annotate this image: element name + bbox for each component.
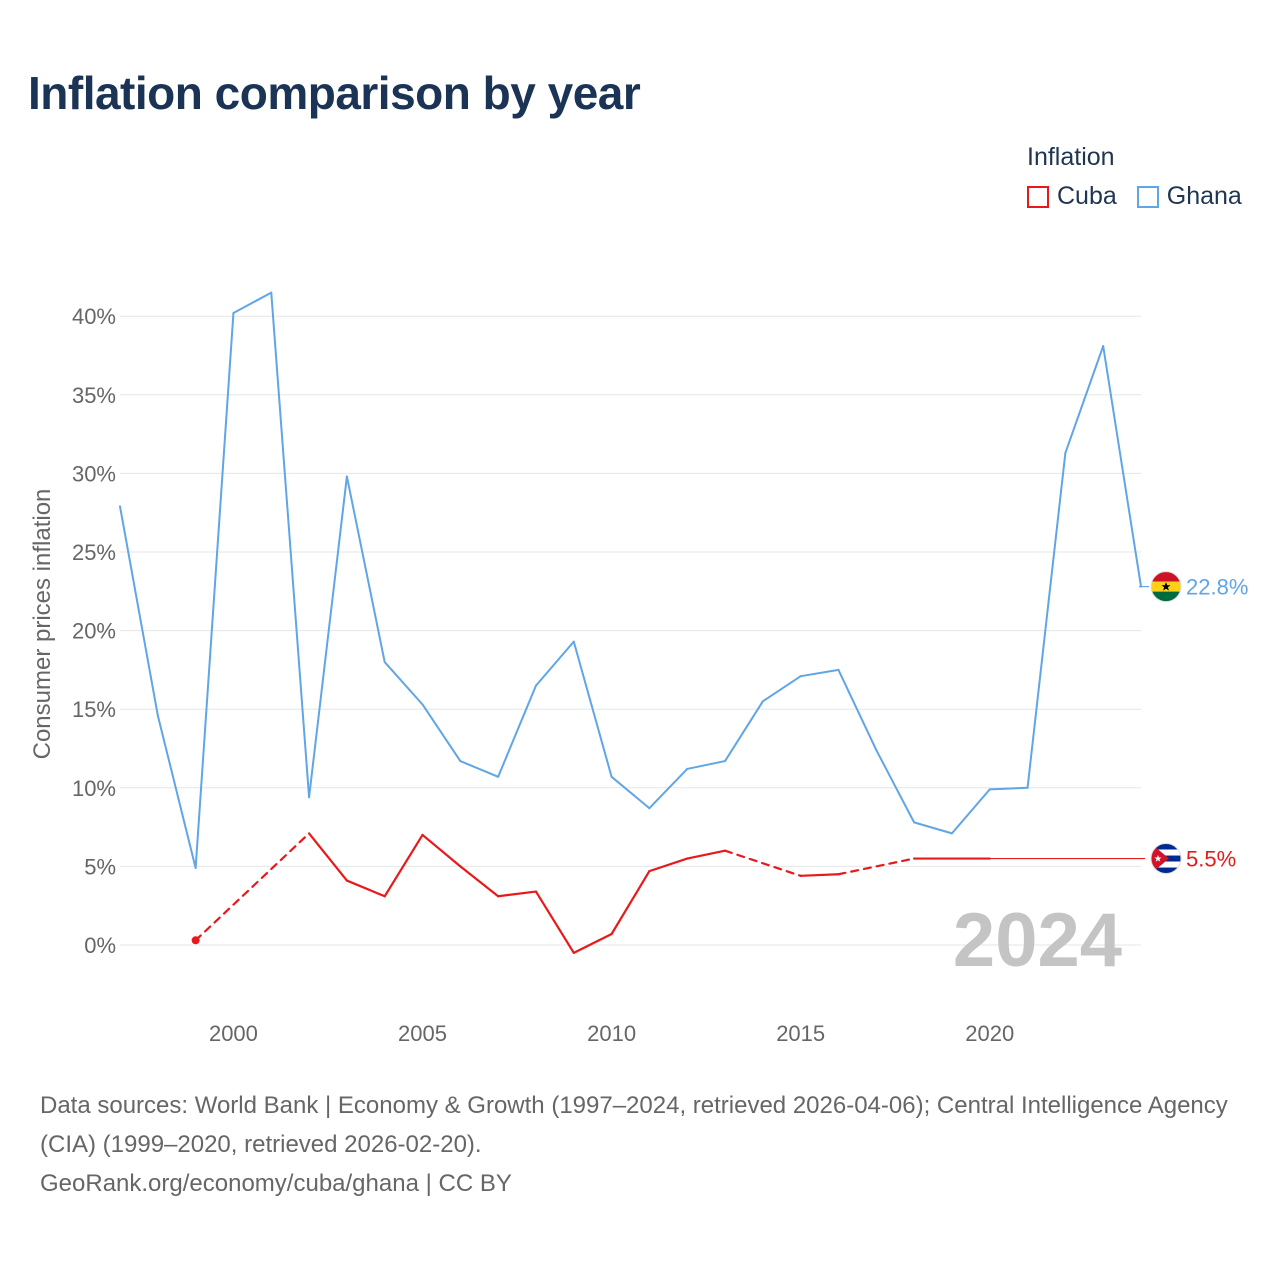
series-ghana-segment — [648, 767, 689, 810]
series-ghana-segment — [534, 640, 575, 687]
series-ghana-segment — [345, 475, 386, 664]
series-cuba-segment — [648, 857, 689, 873]
series-cuba-segment — [723, 849, 802, 877]
series-ghana-segment — [988, 786, 1029, 791]
cuba-flag-icon — [1150, 843, 1182, 875]
series-ghana-segment — [837, 668, 878, 752]
grid-lines — [120, 315, 1141, 946]
series-ghana-segment — [308, 475, 348, 799]
series-ghana-segment — [761, 675, 802, 703]
series-ghana-segment — [270, 291, 311, 799]
series-cuba-segment — [534, 890, 575, 954]
y-tick-label: 40% — [72, 304, 116, 329]
series-ghana-segment — [572, 640, 613, 778]
series-cuba-segment — [686, 849, 727, 860]
series-ghana-segment — [799, 668, 840, 678]
series-ghana-segment — [119, 505, 159, 717]
series-ghana-segment — [913, 821, 953, 835]
y-axis-ticks: 0% 5% 10% 15% 20% 25% 30% 35% 40% — [72, 304, 116, 958]
series-cuba — [191, 832, 1145, 954]
series-cuba-segment — [837, 857, 916, 876]
series-cuba-segment — [610, 870, 651, 936]
series-ghana-segment — [724, 700, 764, 763]
series-ghana-segment — [686, 760, 727, 770]
y-tick-label: 10% — [72, 776, 116, 801]
end-label-ghana: 22.8% — [1186, 575, 1248, 600]
series-ghana-segment — [383, 661, 424, 706]
y-tick-label: 25% — [72, 540, 116, 565]
x-tick-label: 2015 — [776, 1021, 825, 1046]
sources-text: Data sources: World Bank | Economy & Gro… — [40, 1092, 1228, 1158]
y-tick-label: 35% — [72, 383, 116, 408]
current-year-label: 2024 — [953, 898, 1122, 983]
series-ghana-segment — [875, 749, 916, 824]
data-sources: Data sources: World Bank | Economy & Gro… — [40, 1086, 1250, 1203]
series-ghana-segment — [1064, 345, 1105, 454]
legend-item-cuba[interactable]: Cuba — [1027, 182, 1117, 211]
x-tick-label: 2000 — [209, 1021, 258, 1046]
ghana-flag-icon — [1150, 571, 1182, 603]
series-lines — [119, 291, 1149, 954]
y-tick-label: 20% — [72, 619, 116, 644]
legend-swatch-cuba — [1027, 185, 1049, 208]
series-cuba-segment — [799, 873, 840, 877]
x-tick-label: 2005 — [398, 1021, 447, 1046]
series-cuba-segment — [345, 879, 386, 898]
chart-title: Inflation comparison by year — [28, 67, 641, 119]
legend-title: Inflation — [1027, 143, 1115, 171]
end-label-cuba: 5.5% — [1186, 847, 1236, 872]
series-cuba-segment — [459, 865, 500, 898]
series-ghana-segment — [156, 714, 197, 869]
series-cuba-segment — [572, 932, 613, 954]
legend-label-ghana: Ghana — [1166, 182, 1242, 210]
series-cuba-start-point — [191, 936, 200, 945]
y-tick-label: 0% — [84, 933, 116, 958]
attribution-link[interactable]: GeoRank.org/economy/cuba/ghana | CC BY — [40, 1170, 512, 1197]
y-tick-label: 15% — [72, 697, 116, 722]
legend-swatch-ghana — [1136, 185, 1159, 208]
series-ghana-segment — [610, 775, 651, 810]
series-cuba-segment — [194, 832, 311, 942]
series-ghana-segment — [497, 684, 537, 778]
series-cuba-segment — [383, 833, 424, 898]
y-tick-label: 30% — [72, 461, 116, 486]
line-chart: 0%5%10%15%20%25%30%35%40% 2000 2005 2010 20… — [29, 291, 1248, 1046]
series-cuba-segment — [307, 832, 348, 882]
series-cuba-segment — [497, 890, 538, 898]
series-ghana-segment — [194, 312, 235, 869]
series-ghana-segment — [459, 760, 500, 778]
y-axis-title: Consumer prices inflation — [29, 489, 56, 760]
series-ghana-segment — [421, 703, 462, 763]
legend: Inflation Cuba Ghana — [1027, 143, 1242, 211]
series-ghana — [119, 291, 1149, 869]
end-markers: 5.5% 22.8% — [1150, 571, 1248, 875]
y-tick-label: 5% — [84, 854, 116, 879]
series-ghana-segment — [232, 291, 273, 315]
x-tick-label: 2020 — [965, 1021, 1014, 1046]
series-ghana-segment — [1026, 451, 1067, 789]
x-tick-label: 2010 — [587, 1021, 636, 1046]
legend-item-ghana[interactable]: Ghana — [1136, 182, 1242, 211]
series-ghana-segment — [950, 788, 991, 835]
x-axis-ticks: 2000 2005 2010 2015 2020 — [209, 1021, 1014, 1046]
legend-label-cuba: Cuba — [1057, 182, 1117, 210]
series-cuba-segment — [421, 833, 462, 868]
series-ghana-segment — [1102, 345, 1142, 588]
